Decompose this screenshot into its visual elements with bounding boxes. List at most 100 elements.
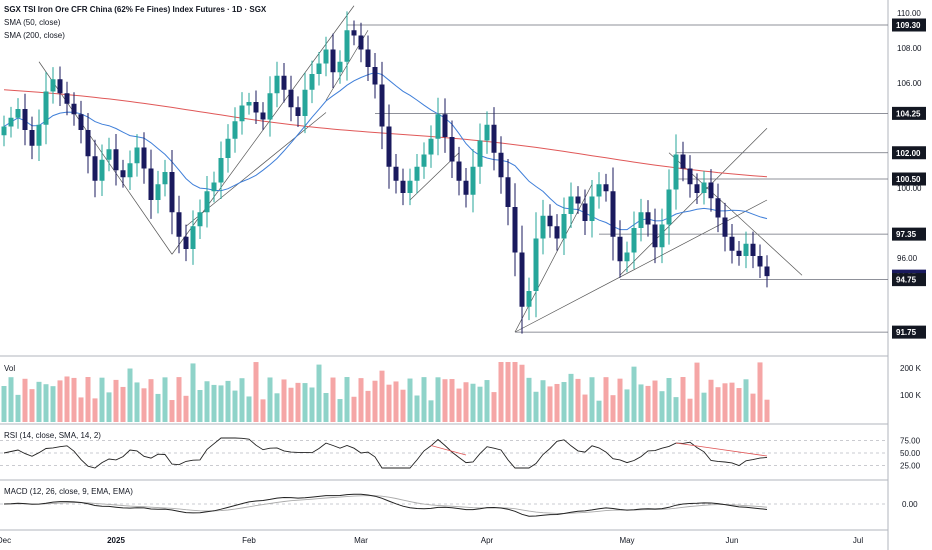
candle-body xyxy=(330,49,336,73)
volume-bar xyxy=(92,398,98,422)
candle-body xyxy=(22,109,28,130)
price-tick-label: 100.00 xyxy=(897,184,922,193)
candle-body xyxy=(1,126,7,136)
volume-bar xyxy=(204,381,210,422)
volume-bar xyxy=(281,379,287,422)
rsi-line xyxy=(3,437,768,469)
candle-body xyxy=(736,250,742,256)
candle-body xyxy=(645,212,651,225)
candle-body xyxy=(372,67,378,85)
candle-body xyxy=(603,184,609,192)
candle-body xyxy=(575,196,581,204)
volume-bar xyxy=(15,394,21,422)
price-tag-bg xyxy=(892,146,926,160)
volume-bar xyxy=(596,400,602,422)
volume-bar xyxy=(85,377,91,422)
vol-pane-label: Vol xyxy=(4,364,16,373)
volume-bar xyxy=(169,400,175,422)
candle-body xyxy=(260,112,266,120)
time-tick-label: Jul xyxy=(853,536,863,545)
macd-pane xyxy=(0,493,888,517)
candle-body xyxy=(673,154,679,190)
volume-bar xyxy=(666,378,672,422)
candle-body xyxy=(57,79,63,94)
candle-body xyxy=(309,74,315,90)
volume-bar xyxy=(673,397,679,422)
volume-bar xyxy=(50,386,56,422)
volume-bar xyxy=(64,376,70,422)
volume-bar xyxy=(309,387,315,422)
candle-body xyxy=(526,291,532,307)
price-tag-bg xyxy=(892,325,926,339)
candle-body xyxy=(400,180,406,193)
volume-bar xyxy=(323,393,329,422)
volume-bar xyxy=(505,362,511,422)
volume-bar xyxy=(127,368,133,422)
volume-bar xyxy=(162,377,168,422)
volume-bar xyxy=(99,377,105,422)
volume-bar xyxy=(148,379,154,422)
price-tick-label: 108.00 xyxy=(897,44,922,53)
candle-body xyxy=(183,236,189,249)
volume-bar xyxy=(183,395,189,422)
volume-bar xyxy=(722,383,728,422)
candle-body xyxy=(190,226,196,249)
candle-body xyxy=(127,163,133,178)
chart-title: SGX TSI Iron Ore CFR China (62% Fe Fines… xyxy=(4,5,267,14)
candle-body xyxy=(148,168,154,200)
volume-bar xyxy=(617,378,623,422)
macd-tick-label: 0.00 xyxy=(902,500,918,509)
volume-bar xyxy=(624,389,630,422)
candle-body xyxy=(71,103,77,115)
candle-body xyxy=(302,89,308,116)
volume-bar xyxy=(260,399,266,422)
candle-body xyxy=(50,79,56,92)
price-tag-bg xyxy=(892,18,926,32)
volume-bar xyxy=(428,400,434,422)
volume-bar xyxy=(750,393,756,422)
volume-bar xyxy=(36,381,42,422)
volume-bar xyxy=(113,379,119,422)
candle-body xyxy=(596,184,602,197)
volume-bar xyxy=(561,382,567,422)
price-tag-label: 102.00 xyxy=(896,149,921,158)
candle-body xyxy=(246,102,252,106)
candle-body xyxy=(85,130,91,157)
volume-bar xyxy=(8,377,14,422)
price-tick-label: 96.00 xyxy=(897,254,918,263)
volume-bar xyxy=(400,389,406,422)
volume-bar xyxy=(687,398,693,422)
volume-bar xyxy=(701,392,707,422)
candle-body xyxy=(288,89,294,108)
volume-bar xyxy=(694,362,700,422)
volume-bar xyxy=(274,393,280,422)
candle-body xyxy=(316,63,322,74)
volume-bar xyxy=(442,379,448,422)
volume-bar xyxy=(757,362,763,422)
volume-bar xyxy=(393,381,399,422)
volume-bar xyxy=(477,386,483,422)
candle-body xyxy=(435,114,441,139)
candle-body xyxy=(477,140,483,167)
candle-body xyxy=(15,109,21,118)
candle-body xyxy=(344,30,350,62)
volume-bar xyxy=(29,389,35,422)
volume-bar xyxy=(78,397,84,422)
candle-body xyxy=(694,184,700,193)
volume-bar xyxy=(540,380,546,422)
time-tick-label: May xyxy=(619,536,634,545)
candle-body xyxy=(533,238,539,291)
volume-bar xyxy=(302,383,308,422)
candle-body xyxy=(64,93,70,104)
time-tick-label: 2025 xyxy=(107,536,125,545)
volume-bar xyxy=(316,364,322,422)
price-tick-label: 106.00 xyxy=(897,79,922,88)
candle-body xyxy=(470,166,476,195)
rsi-tick-label: 75.00 xyxy=(900,437,921,446)
candle-body xyxy=(162,172,168,185)
volume-bar xyxy=(197,390,203,422)
volume-bar xyxy=(288,387,294,422)
volume-bar xyxy=(232,390,238,422)
candle-body xyxy=(568,196,574,214)
